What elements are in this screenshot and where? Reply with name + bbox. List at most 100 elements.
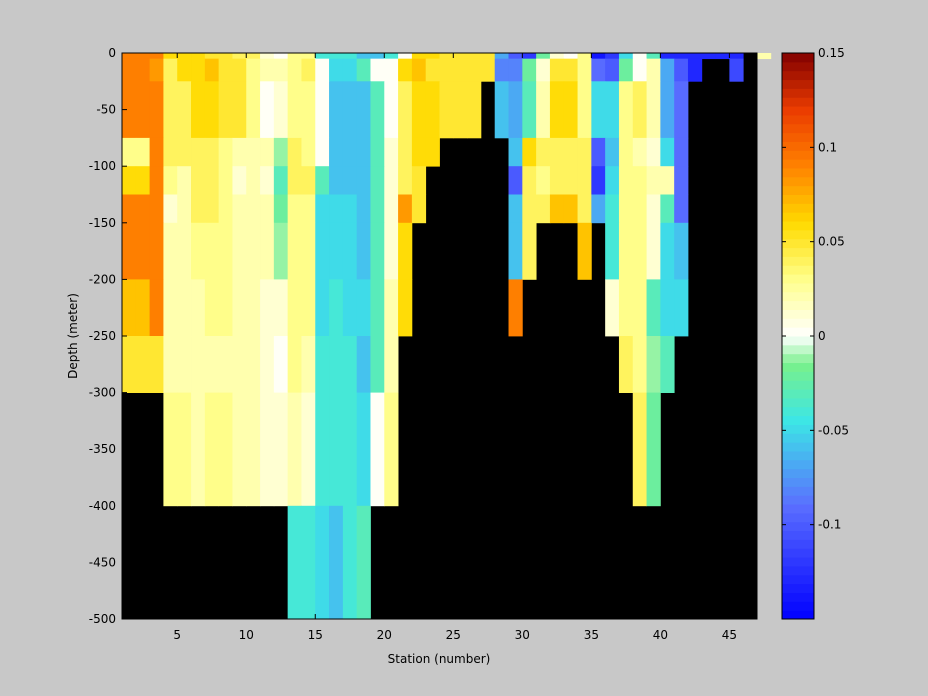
heatmap-cell (122, 222, 137, 280)
colorbar-segment (782, 565, 814, 576)
colorbar-segment (782, 318, 814, 328)
heatmap-cell (342, 53, 358, 60)
x-tick-label: 20 (377, 628, 392, 642)
heatmap-cell (356, 505, 371, 620)
heatmap-cell (301, 81, 316, 139)
heatmap-cell (563, 166, 578, 195)
heatmap-cell (646, 58, 661, 82)
heatmap-cell (618, 194, 634, 224)
colorbar-segment (782, 274, 814, 284)
heatmap-cell (204, 392, 220, 507)
heatmap-cell (687, 53, 703, 60)
heatmap-cell (522, 166, 537, 195)
heatmap-cell (757, 53, 772, 60)
heatmap-cell (674, 53, 689, 60)
heatmap-cell (384, 81, 399, 139)
heatmap-cell (315, 81, 330, 139)
heatmap-cell (411, 137, 427, 167)
heatmap-cell (149, 194, 164, 224)
heatmap-cell (494, 53, 509, 60)
heatmap-cell (177, 279, 192, 337)
heatmap-cell (135, 279, 151, 337)
colorbar-segment (782, 327, 814, 337)
colorbar-segment (782, 424, 814, 434)
heatmap-cell (232, 53, 247, 60)
y-tick-label: -50 (96, 103, 116, 117)
heatmap-cell (204, 53, 220, 60)
y-tick-label: -400 (89, 499, 116, 513)
colorbar-segment (782, 70, 814, 81)
heatmap-cell (122, 336, 137, 393)
heatmap-cell (287, 166, 302, 195)
heatmap-cell (246, 53, 261, 60)
heatmap-cell (563, 194, 578, 224)
heatmap-cell (287, 53, 302, 60)
heatmap-cell (563, 58, 578, 82)
heatmap-cell (204, 58, 220, 82)
x-tick-label: 35 (584, 628, 599, 642)
colorbar-segment (782, 176, 814, 187)
heatmap-cell (122, 279, 137, 337)
heatmap-cell (301, 392, 316, 507)
heatmap-cell (232, 58, 247, 82)
colorbar-segment (782, 521, 814, 532)
heatmap-cell (287, 222, 302, 280)
heatmap-cell (508, 222, 523, 280)
heatmap-cell (342, 194, 358, 224)
heatmap-cell (204, 81, 220, 139)
colorbar-segment (782, 592, 814, 602)
heatmap-cell (549, 194, 565, 224)
heatmap-cell (135, 137, 151, 167)
heatmap-cell (618, 222, 634, 280)
heatmap-cell (246, 392, 261, 507)
heatmap-cell (618, 53, 634, 60)
heatmap-cell (149, 279, 164, 337)
heatmap-cell (356, 81, 371, 139)
heatmap-cell (646, 392, 661, 507)
heatmap-cell (301, 279, 316, 337)
colorbar-segment (782, 504, 814, 514)
heatmap-cell (342, 137, 358, 167)
heatmap-cell (632, 58, 647, 82)
heatmap-cell (218, 392, 233, 507)
y-tick-label: -250 (89, 329, 116, 343)
heatmap-cell (315, 194, 330, 224)
heatmap-cell (246, 194, 261, 224)
heatmap-cell (660, 58, 675, 82)
colorbar-segment (782, 389, 814, 399)
heatmap-cell (204, 336, 220, 393)
heatmap-cell (674, 137, 689, 167)
x-tick-label: 40 (653, 628, 668, 642)
heatmap-cell (632, 53, 647, 60)
heatmap-cell (646, 166, 661, 195)
colorbar-segment (782, 610, 814, 620)
x-axis-label: Station (number) (388, 652, 491, 666)
heatmap-cell (135, 58, 151, 82)
heatmap-cell (149, 166, 164, 195)
heatmap-cell (329, 222, 344, 280)
heatmap-cell (536, 53, 551, 60)
heatmap-cell (508, 53, 523, 60)
heatmap-cell (218, 336, 233, 393)
colorbar-segment (782, 344, 814, 355)
heatmap-cell (315, 222, 330, 280)
colorbar-tick-label: 0.1 (818, 140, 837, 154)
heatmap-cell (522, 53, 537, 60)
heatmap-cell (122, 58, 137, 82)
heatmap-cell (287, 505, 302, 620)
heatmap-cell (398, 58, 413, 82)
heatmap-cell (329, 279, 344, 337)
heatmap-cell (508, 166, 523, 195)
heatmap-cell (480, 53, 496, 60)
heatmap-cell (356, 222, 371, 280)
heatmap-cell (122, 166, 137, 195)
heatmap-cell (591, 53, 606, 60)
heatmap-cell (536, 194, 551, 224)
heatmap-cell (439, 53, 454, 60)
heatmap-cell (549, 58, 565, 82)
colorbar-tick-label: 0.05 (818, 235, 845, 249)
y-tick-label: -450 (89, 555, 116, 569)
heatmap-cell (439, 58, 454, 82)
heatmap-cell (370, 194, 385, 224)
